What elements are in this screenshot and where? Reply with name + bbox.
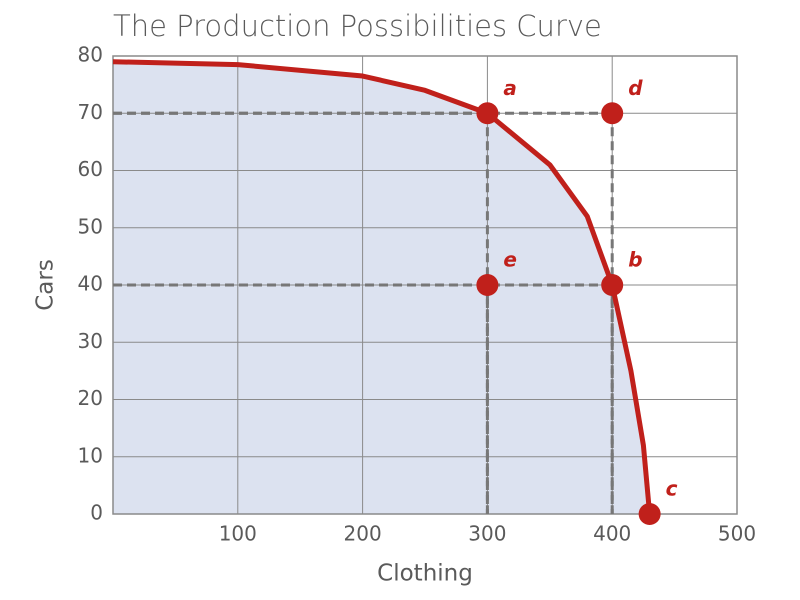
y-axis-label: Cars — [33, 259, 59, 311]
x-tick-label: 400 — [593, 522, 631, 546]
y-tick-label: 60 — [78, 157, 103, 181]
point-label: e — [503, 248, 517, 272]
y-tick-label: 20 — [78, 386, 103, 410]
y-tick-label: 70 — [78, 100, 103, 124]
x-tick-label: 300 — [468, 522, 506, 546]
curve — [112, 59, 653, 515]
y-tick-label: 10 — [78, 443, 103, 467]
point — [476, 274, 499, 296]
point — [601, 102, 624, 125]
point — [476, 102, 499, 125]
x-tick-label: 500 — [718, 522, 756, 546]
y-tick-label: 50 — [78, 214, 103, 238]
point-label: b — [628, 248, 642, 272]
point — [638, 503, 661, 525]
point-label: d — [628, 76, 643, 100]
y-tick-label: 30 — [78, 329, 103, 353]
x-tick-label: 100 — [219, 522, 257, 546]
point-label: a — [503, 76, 517, 100]
y-tick-label: 0 — [90, 501, 103, 525]
x-tick-label: 200 — [344, 522, 382, 546]
chart-title: The Production Possibilities Curve — [113, 9, 602, 43]
x-axis-label: Clothing — [377, 561, 473, 587]
point-label: c — [666, 477, 678, 501]
area — [113, 61, 650, 514]
point — [601, 274, 624, 296]
y-tick-label: 40 — [78, 272, 103, 296]
y-tick-label: 80 — [78, 43, 103, 67]
